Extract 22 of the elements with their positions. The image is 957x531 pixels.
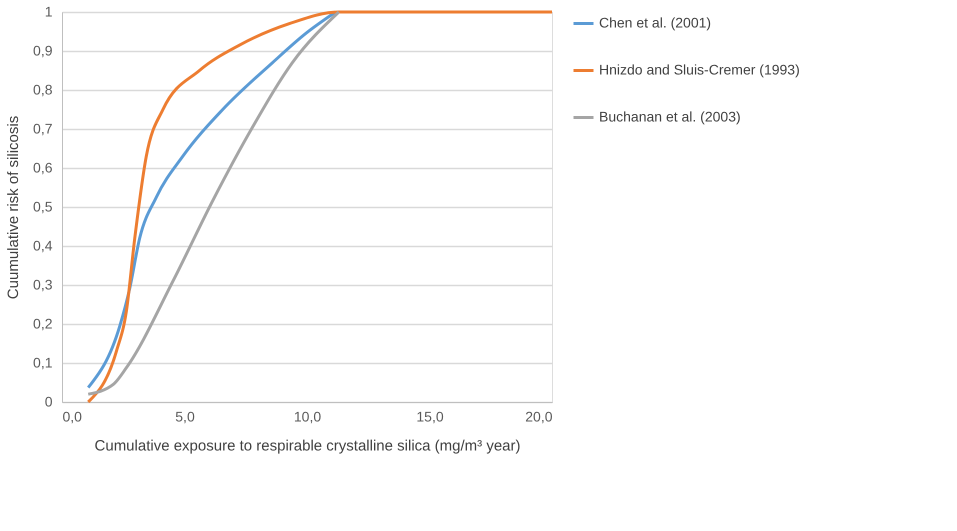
y-tick-label: 0,4: [33, 238, 53, 254]
y-tick-label: 0,1: [33, 354, 53, 370]
y-tick-label: 0,9: [33, 42, 53, 58]
legend-label: Chen et al. (2001): [599, 14, 712, 30]
x-tick-label: 10,0: [294, 408, 322, 424]
y-tick-label: 0,7: [33, 120, 53, 136]
legend-label: Hnizdo and Sluis-Cremer (1993): [599, 62, 800, 78]
x-tick-label: 20,0: [525, 408, 553, 424]
y-tick-label: 0,2: [33, 316, 53, 332]
y-tick-label: 0,8: [33, 82, 53, 98]
line-series: [86, 10, 554, 404]
y-tick-label: 0,3: [33, 276, 53, 292]
y-tick-label: 1: [44, 4, 53, 20]
x-tick-label: 0,0: [62, 408, 82, 424]
x-axis-title: Cumulative exposure to respirable crystalline silica (mg/m³ year): [94, 438, 520, 454]
x-tick-label: 15,0: [416, 408, 444, 424]
x-tick-label: 5,0: [175, 408, 195, 424]
y-tick-label: 0: [44, 394, 53, 410]
y-axis-title: Cuumulative risk of silicosis: [5, 116, 22, 300]
y-tick-label: 0,6: [33, 160, 53, 176]
y-tick-label: 0,5: [33, 198, 53, 214]
legend-label: Buchanan et al. (2003): [599, 108, 741, 124]
